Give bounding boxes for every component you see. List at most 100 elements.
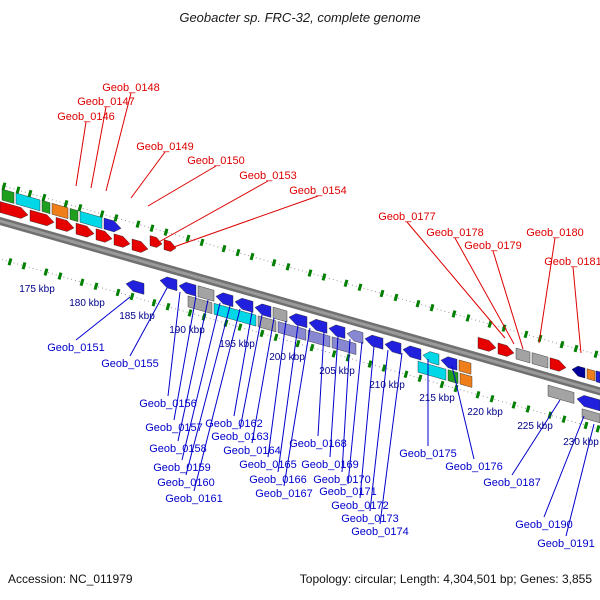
gene-arrow[interactable] [531,352,549,369]
gene-arrow[interactable] [103,217,122,233]
track-dotted-line [0,184,600,356]
gene-label[interactable]: Geob_0153 [239,170,297,182]
gene-arrow[interactable] [95,228,113,243]
gene-arrow[interactable] [346,329,364,344]
gene-label[interactable]: Geob_0148 [102,82,160,94]
gene-arrow[interactable] [576,395,600,412]
gene-label[interactable]: Geob_0165 [239,459,297,471]
gene-label[interactable]: Geob_0157 [145,422,203,434]
gene-arrow[interactable] [55,217,75,232]
gene-label[interactable]: Geob_0146 [57,111,115,123]
gene-arrow[interactable] [384,340,402,355]
gene-label[interactable]: Geob_0158 [149,443,207,455]
gene-arrow[interactable] [178,282,197,297]
gene-label[interactable]: Geob_0168 [289,438,347,450]
gene-label[interactable]: Geob_0174 [351,526,409,538]
gene-arrow[interactable] [1,188,15,204]
gene-arrow[interactable] [113,233,131,248]
gene-label[interactable]: Geob_0151 [47,342,105,354]
gene-arrow[interactable] [477,337,497,352]
gene-arrow[interactable] [571,365,586,379]
gene-label[interactable]: Geob_0179 [464,240,522,252]
gene-arrow[interactable] [497,342,515,357]
gene-label[interactable]: Geob_0160 [157,477,215,489]
gene-label[interactable]: Geob_0175 [399,448,457,460]
gene-arrow[interactable] [149,235,163,248]
gene-arrow[interactable] [549,357,567,372]
gene-arrow[interactable] [288,313,308,328]
gene-arrow[interactable] [595,370,600,384]
gene-arrow[interactable] [364,334,384,350]
gene-arrow[interactable] [215,292,234,307]
gene-arrow[interactable] [29,209,55,227]
gene-arrow[interactable] [515,347,531,364]
gene-label[interactable]: Geob_0164 [223,445,281,457]
gene-label[interactable]: Geob_0173 [341,513,399,525]
gene-arrow[interactable] [328,324,346,339]
gene-label[interactable]: Geob_0178 [426,227,484,239]
label-leader-line [105,92,132,192]
gene-label[interactable]: Geob_0154 [289,185,347,197]
gene-arrow[interactable] [15,192,41,212]
gene-arrow[interactable] [586,368,596,382]
feature-tick [99,210,105,218]
gene-arrow[interactable] [459,372,473,388]
gene-arrow[interactable] [125,280,145,295]
topology-text: Topology: circular; Length: 4,304,501 bp… [299,572,592,586]
gene-label[interactable]: Geob_0171 [319,486,377,498]
gene-label[interactable]: Geob_0169 [301,459,359,471]
gene-arrow[interactable] [131,238,149,253]
gene-arrow[interactable] [159,276,178,292]
gene-arrow[interactable] [402,345,422,361]
scale-label: 185 kbp [119,311,155,322]
gene-label[interactable]: Geob_0180 [526,227,584,239]
gene-arrow[interactable] [581,408,600,424]
gene-arrow[interactable] [257,315,277,333]
gene-arrow[interactable] [51,203,69,220]
gene-label[interactable]: Geob_0163 [211,431,269,443]
gene-arrow[interactable] [272,306,288,323]
feature-tick [237,323,243,331]
feature-tick [115,288,121,297]
gene-label[interactable]: Geob_0150 [187,155,245,167]
feature-tick [43,268,49,276]
gene-arrow[interactable] [213,303,257,327]
gene-label[interactable]: Geob_0147 [77,96,135,108]
gene-arrow[interactable] [547,384,575,404]
gene-arrow[interactable] [0,201,29,219]
gene-arrow[interactable] [440,356,458,371]
gene-arrow[interactable] [417,360,447,381]
gene-label[interactable]: Geob_0181 [544,256,600,268]
gene-label[interactable]: Geob_0177 [378,211,436,223]
gene-arrow[interactable] [41,200,51,214]
gene-label[interactable]: Geob_0190 [515,519,573,531]
gene-label[interactable]: Geob_0155 [101,358,159,370]
feature-tick [451,310,457,318]
gene-arrow[interactable] [75,222,95,238]
label-leader-line [359,345,375,499]
gene-arrow[interactable] [79,210,103,229]
gene-label[interactable]: Geob_0167 [255,488,313,500]
gene-label[interactable]: Geob_0159 [153,462,211,474]
gene-label[interactable]: Geob_0166 [249,474,307,486]
gene-arrow[interactable] [69,208,79,222]
gene-arrow[interactable] [197,285,215,302]
feature-tick [129,292,135,301]
gene-label[interactable]: Geob_0187 [483,477,541,489]
gene-label[interactable]: Geob_0149 [136,141,194,153]
gene-label[interactable]: Geob_0176 [445,461,503,473]
gene-label[interactable]: Geob_0161 [165,493,223,505]
gene-arrow[interactable] [422,351,440,366]
gene-arrow[interactable] [234,297,254,313]
gene-label[interactable]: Geob_0156 [139,398,197,410]
gene-label[interactable]: Geob_0170 [313,474,371,486]
gene-label[interactable]: Geob_0172 [331,500,389,512]
gene-arrow[interactable] [458,359,472,375]
feature-tick [525,405,531,413]
feature-tick [595,425,600,433]
gene-label[interactable]: Geob_0191 [537,538,595,550]
gene-arrow[interactable] [163,239,177,252]
gene-arrow[interactable] [308,318,328,334]
gene-label[interactable]: Geob_0162 [205,418,263,430]
gene-arrow[interactable] [254,303,272,318]
